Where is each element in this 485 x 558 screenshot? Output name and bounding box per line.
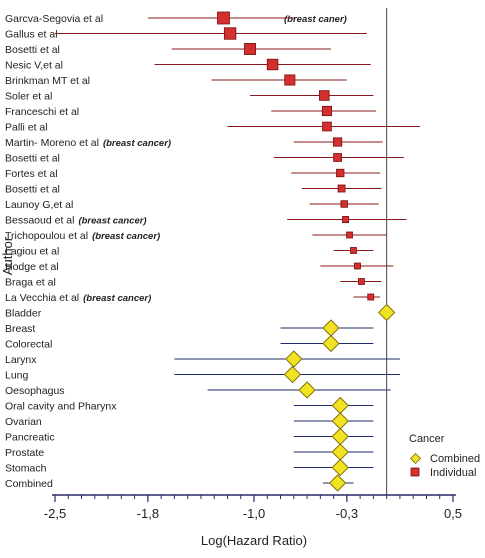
combined-estimate-marker <box>331 427 349 446</box>
row-label: Stomach <box>5 463 47 475</box>
row-note: (breast cancer) <box>78 216 146 227</box>
row-label: Oesophagus <box>5 385 65 397</box>
x-tick-label: -2,5 <box>44 506 66 521</box>
row-label: Bessaoud et al <box>5 215 74 227</box>
row-labels: Garcva-Segovia et al (breast caner) Gallus… <box>5 13 347 490</box>
point-estimates <box>217 11 396 492</box>
row-label: Nesic V,et al <box>5 60 63 72</box>
individual-estimate-marker <box>367 293 375 301</box>
x-tick-label: -1,8 <box>137 506 159 521</box>
individual-estimate-marker <box>223 27 237 40</box>
row-label: Brinkman MT et al <box>5 75 90 87</box>
row-label: Bosetti et al <box>5 184 60 196</box>
row-note: (breast cancer) <box>83 293 151 304</box>
individual-estimate-marker <box>284 74 296 86</box>
x-axis-title: Log(Hazard Ratio) <box>201 533 307 548</box>
individual-estimate-marker <box>358 278 365 285</box>
individual-estimate-marker <box>266 58 279 71</box>
combined-estimate-marker <box>322 319 340 337</box>
x-tick-label: -0,3 <box>336 506 358 521</box>
individual-estimate-marker <box>340 200 348 208</box>
combined-estimate-marker <box>331 458 349 477</box>
row-label: Soler et al <box>5 91 52 103</box>
row-label: Launoy G,et al <box>5 199 73 211</box>
row-label: Garcva-Segovia et al <box>5 13 103 25</box>
row-label: Breast <box>5 323 35 335</box>
legend-individual-square-icon <box>410 467 420 477</box>
row-label: Oral cavity and Pharynx <box>5 401 117 413</box>
row-note: (breast cancer) <box>103 138 171 149</box>
legend-label-combined: Combined <box>430 453 480 465</box>
individual-estimate-marker <box>322 121 332 132</box>
combined-estimate-marker <box>378 303 396 322</box>
legend-combined-diamond-icon <box>409 452 422 465</box>
row-label: Martin- Moreno et al <box>5 137 99 149</box>
row-label: Colorectal <box>5 339 52 351</box>
combined-estimate-marker <box>328 474 347 492</box>
row-label: Lung <box>5 370 29 382</box>
individual-estimate-marker <box>321 105 333 117</box>
row-note: (breast caner) <box>284 14 347 25</box>
individual-estimate-marker <box>337 184 346 193</box>
row-label: Prostate <box>5 447 44 459</box>
row-label: Palli et al <box>5 122 48 134</box>
individual-estimate-marker <box>319 90 330 101</box>
combined-estimate-marker <box>331 412 349 430</box>
individual-estimate-marker <box>332 137 343 147</box>
row-label: La Vecchia et al <box>5 292 79 304</box>
row-label: Ovarian <box>5 416 42 428</box>
individual-estimate-marker <box>350 247 357 254</box>
combined-estimate-marker <box>331 396 349 415</box>
combined-estimate-marker <box>322 334 340 353</box>
individual-estimate-marker <box>336 168 345 178</box>
row-label: Lagiou et al <box>5 246 59 258</box>
row-label: Gallus et al <box>5 29 58 41</box>
confidence-intervals <box>55 17 420 484</box>
individual-estimate-marker <box>217 11 230 25</box>
row-label: Pancreatic <box>5 432 55 444</box>
row-label: Combined <box>5 478 53 490</box>
legend-title: Cancer <box>409 433 445 445</box>
row-label: Trichopoulou et al <box>5 230 88 242</box>
legend: Cancer Combined Individual <box>409 433 480 479</box>
combined-estimate-marker <box>283 365 302 384</box>
individual-estimate-marker <box>333 153 342 162</box>
individual-estimate-marker <box>354 262 361 270</box>
individual-estimate-marker <box>244 43 256 55</box>
legend-label-individual: Individual <box>430 467 476 479</box>
combined-estimate-marker <box>298 381 316 399</box>
row-label: Larynx <box>5 354 37 366</box>
row-label: Franceschi et al <box>5 106 79 118</box>
x-tick-label: 0,5 <box>444 506 462 521</box>
row-note: (breast cancer) <box>92 231 160 242</box>
x-tick-label: -1,0 <box>243 506 265 521</box>
row-label: Bladder <box>5 308 42 320</box>
row-label: Hodge et al <box>5 261 59 273</box>
combined-estimate-marker <box>331 443 349 461</box>
x-axis: -2,5 -1,8 -1,0 -0,3 0,5 <box>44 494 462 521</box>
row-label: Bosetti et al <box>5 153 60 165</box>
y-axis-title: Author <box>0 236 15 275</box>
combined-estimate-marker <box>285 350 303 368</box>
individual-estimate-marker <box>346 231 353 239</box>
individual-estimate-marker <box>342 216 350 223</box>
row-label: Bosetti et al <box>5 44 60 56</box>
row-label: Fortes et al <box>5 168 58 180</box>
row-label: Braga et al <box>5 277 56 289</box>
